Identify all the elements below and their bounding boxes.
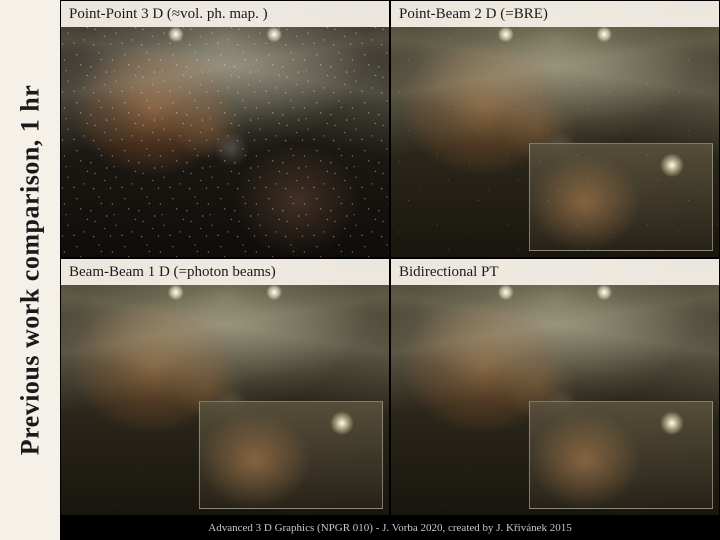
inset-zoom: [199, 401, 383, 509]
render-image: [391, 1, 719, 257]
panel-top-left: Point-Point 3 D (≈vol. ph. map. ): [60, 0, 390, 258]
inset-zoom: [529, 143, 713, 251]
spotlights: [391, 259, 719, 515]
render-image: [61, 259, 389, 515]
scene-bg: [391, 259, 719, 515]
panel-caption: Point-Point 3 D (≈vol. ph. map. ): [61, 1, 389, 27]
panel-top-right: Point-Beam 2 D (=BRE): [390, 0, 720, 258]
render-image: [61, 1, 389, 257]
scene-bg: [61, 1, 389, 257]
spotlights: [61, 259, 389, 515]
panel-caption: Bidirectional PT: [391, 259, 719, 285]
sidebar-title: Previous work comparison, 1 hr: [15, 85, 45, 456]
scene-bg: [391, 1, 719, 257]
panel-bottom-left: Beam-Beam 1 D (=photon beams): [60, 258, 390, 516]
panel-caption: Beam-Beam 1 D (=photon beams): [61, 259, 389, 285]
haze: [61, 259, 389, 515]
comparison-grid: Point-Point 3 D (≈vol. ph. map. ) Point-…: [60, 0, 720, 540]
haze: [391, 1, 719, 257]
panel-bottom-right: Bidirectional PT: [390, 258, 720, 516]
sidebar: Previous work comparison, 1 hr: [0, 0, 60, 540]
inset-zoom: [529, 401, 713, 509]
scene-bg: [61, 259, 389, 515]
footer-text: Advanced 3 D Graphics (NPGR 010) - J. Vo…: [208, 522, 571, 534]
spotlights: [61, 1, 389, 257]
spotlights: [391, 1, 719, 257]
footer: Advanced 3 D Graphics (NPGR 010) - J. Vo…: [60, 516, 720, 540]
panel-caption: Point-Beam 2 D (=BRE): [391, 1, 719, 27]
render-image: [391, 259, 719, 515]
haze: [391, 259, 719, 515]
